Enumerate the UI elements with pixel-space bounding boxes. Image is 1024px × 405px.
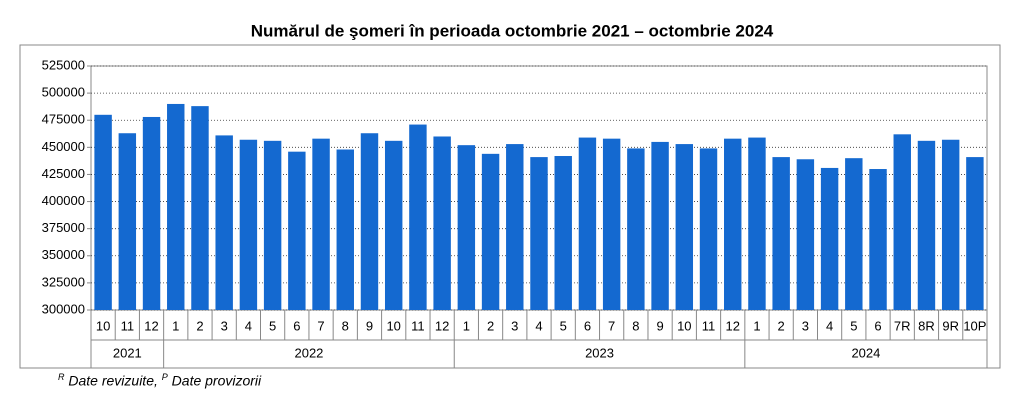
bar bbox=[288, 151, 306, 310]
x-tick-label: 3 bbox=[802, 318, 809, 333]
bar bbox=[118, 133, 137, 310]
y-tick-label: 525000 bbox=[42, 57, 85, 72]
x-tick-label: 2 bbox=[778, 318, 785, 333]
x-tick-label: 7 bbox=[317, 318, 324, 333]
x-tick-label: 10 bbox=[96, 318, 110, 333]
footnote-mark: P bbox=[161, 372, 168, 382]
y-tick-label: 475000 bbox=[42, 112, 85, 127]
year-label: 2022 bbox=[294, 345, 323, 360]
x-tick-label: 5 bbox=[560, 318, 567, 333]
x-tick-label: 2 bbox=[196, 318, 203, 333]
bar bbox=[869, 169, 887, 310]
bar bbox=[94, 114, 112, 310]
y-tick-label: 325000 bbox=[42, 274, 85, 289]
x-tick-label: 10 bbox=[677, 318, 691, 333]
x-tick-label: 4 bbox=[826, 318, 833, 333]
y-tick-label: 350000 bbox=[42, 247, 85, 262]
x-tick-label: 11 bbox=[702, 318, 716, 333]
y-tick-label: 375000 bbox=[42, 220, 85, 235]
bar bbox=[530, 157, 548, 310]
footnote-text: Date revizuite, bbox=[68, 372, 158, 389]
x-tick-label: 12 bbox=[435, 318, 449, 333]
y-tick-label: 450000 bbox=[42, 139, 85, 154]
x-tick-label: 7 bbox=[608, 318, 615, 333]
bar bbox=[699, 148, 718, 310]
footnote-text: Date provizorii bbox=[171, 372, 262, 389]
bar bbox=[215, 135, 233, 310]
x-tick-label: 2 bbox=[487, 318, 494, 333]
bar bbox=[917, 140, 936, 310]
bar bbox=[167, 103, 185, 310]
year-label: 2024 bbox=[851, 345, 880, 360]
bar bbox=[796, 159, 815, 310]
x-tick-label: 8 bbox=[342, 318, 349, 333]
x-tick-label: 11 bbox=[411, 318, 425, 333]
x-tick-label: 5 bbox=[269, 318, 276, 333]
x-tick-label: 4 bbox=[535, 318, 542, 333]
x-tick-label: 1 bbox=[172, 318, 179, 333]
bar bbox=[724, 138, 742, 310]
x-tick-label: 11 bbox=[121, 318, 135, 333]
bar bbox=[506, 144, 524, 310]
bar bbox=[627, 148, 645, 310]
x-tick-label: 1 bbox=[463, 318, 470, 333]
bar bbox=[239, 139, 258, 310]
bar bbox=[941, 139, 960, 310]
x-tick-label: 12 bbox=[144, 318, 158, 333]
y-tick-label: 300000 bbox=[42, 301, 85, 316]
bar bbox=[820, 167, 839, 310]
bar bbox=[651, 141, 669, 310]
x-tick-label: 6 bbox=[584, 318, 591, 333]
x-tick-label: 5 bbox=[850, 318, 857, 333]
y-tick-label: 400000 bbox=[42, 193, 85, 208]
bar bbox=[748, 137, 766, 310]
x-tick-label: 4 bbox=[245, 318, 252, 333]
x-tick-label: 9 bbox=[366, 318, 373, 333]
bar bbox=[893, 134, 911, 310]
bar bbox=[360, 133, 379, 310]
x-tick-label: 6 bbox=[293, 318, 300, 333]
x-tick-label: 1 bbox=[753, 318, 760, 333]
bar bbox=[191, 106, 209, 310]
chart-frame bbox=[19, 44, 1001, 369]
bar bbox=[433, 136, 451, 310]
bar bbox=[675, 144, 694, 310]
bar bbox=[602, 138, 621, 310]
x-tick-label: 8R bbox=[918, 318, 935, 333]
x-tick-label: 9R bbox=[942, 318, 959, 333]
x-tick-label: 12 bbox=[725, 318, 739, 333]
bar bbox=[845, 158, 863, 310]
x-tick-label: 9 bbox=[656, 318, 663, 333]
x-tick-label: 10P bbox=[963, 318, 986, 333]
footnote: R Date revizuite, P Date provizorii bbox=[58, 372, 261, 389]
footnote-mark: R bbox=[58, 372, 65, 382]
x-tick-label: 10 bbox=[386, 318, 400, 333]
bar bbox=[263, 140, 282, 310]
bar bbox=[336, 149, 354, 310]
year-label: 2021 bbox=[113, 345, 142, 360]
x-tick-label: 7R bbox=[894, 318, 911, 333]
x-tick-label: 8 bbox=[632, 318, 639, 333]
bar bbox=[142, 116, 161, 310]
year-label: 2023 bbox=[585, 345, 614, 360]
y-tick-label: 425000 bbox=[42, 166, 85, 181]
bar bbox=[409, 124, 427, 310]
bar bbox=[384, 140, 403, 310]
bar bbox=[312, 138, 330, 310]
x-tick-label: 3 bbox=[511, 318, 518, 333]
x-tick-label: 3 bbox=[221, 318, 228, 333]
bar bbox=[481, 153, 500, 310]
y-tick-label: 500000 bbox=[42, 85, 85, 100]
bar bbox=[772, 157, 790, 310]
bar bbox=[966, 157, 984, 310]
bar bbox=[554, 156, 572, 310]
bar bbox=[578, 137, 597, 310]
x-tick-label: 6 bbox=[874, 318, 881, 333]
bar bbox=[457, 145, 476, 310]
chart-title: Numărul de şomeri în perioada octombrie … bbox=[251, 21, 774, 40]
